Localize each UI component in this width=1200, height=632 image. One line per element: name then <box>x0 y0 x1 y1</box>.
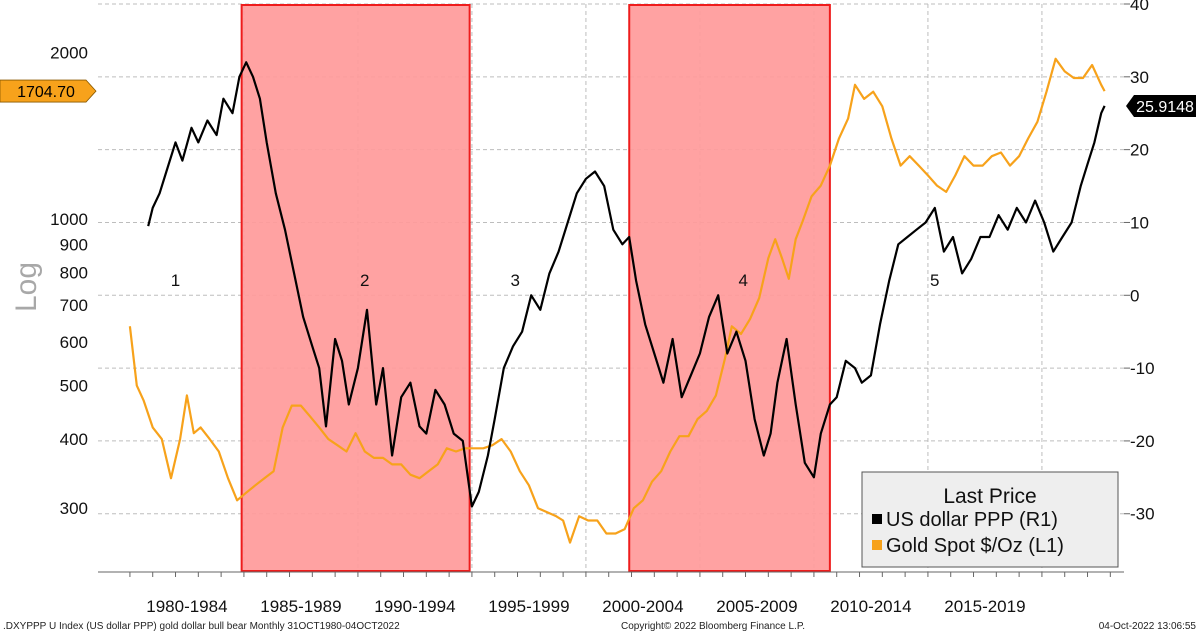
footer-right: 04-Oct-2022 13:06:55 <box>1099 621 1197 632</box>
usd-last-price: 25.9148 <box>1136 99 1194 116</box>
legend-item-gold: Gold Spot $/Oz (L1) <box>886 535 1064 557</box>
gold-spot-line <box>128 57 1106 544</box>
left-tick-label: 300 <box>60 499 88 518</box>
right-tick-label: 40 <box>1130 0 1149 14</box>
left-tick-label: 700 <box>60 296 88 315</box>
footer-center: Copyright© 2022 Bloomberg Finance L.P. <box>621 621 805 632</box>
legend-swatch-usd <box>872 514 882 524</box>
left-tick-label: 500 <box>60 377 88 396</box>
right-tick-label: 10 <box>1130 213 1149 232</box>
footer-left: .DXYPPP U Index (US dollar PPP) gold dol… <box>3 621 400 632</box>
left-tick-label: 900 <box>60 235 88 254</box>
phase-label-4: 4 <box>739 271 748 290</box>
x-tick-label: 1990-1994 <box>374 597 455 616</box>
phase-label-5: 5 <box>930 271 939 290</box>
x-tick-label: 2010-2014 <box>830 597 911 616</box>
left-tick-label: 800 <box>60 264 88 283</box>
x-tick-label: 2015-2019 <box>944 597 1025 616</box>
left-tick-label: 1000 <box>50 210 88 229</box>
right-tick-label: 20 <box>1130 141 1149 160</box>
right-tick-label: -30 <box>1130 505 1155 524</box>
left-tick-label: 600 <box>60 333 88 352</box>
phase-label-3: 3 <box>511 271 520 290</box>
phase-label-1: 1 <box>171 271 180 290</box>
x-tick-label: 2000-2004 <box>602 597 683 616</box>
x-tick-label: 2005-2009 <box>716 597 797 616</box>
right-tick-label: -10 <box>1130 359 1155 378</box>
right-tick-label: 0 <box>1130 286 1139 305</box>
legend-swatch-gold <box>872 540 882 550</box>
legend-box <box>861 471 1119 568</box>
y-axis-label: Log <box>10 262 43 312</box>
left-tick-label: 400 <box>60 430 88 449</box>
chart-labels: Log 1 2 3 4 5 1704.70 25.9148 <box>0 79 1196 312</box>
right-tick-label: -20 <box>1130 432 1155 451</box>
usd-last-price-tag <box>1126 94 1196 117</box>
gold-last-price: 1704.70 <box>17 84 75 101</box>
shaded-period-1 <box>240 4 471 572</box>
right-tick-label: 30 <box>1130 68 1149 87</box>
gold-last-price-tag <box>0 79 97 103</box>
us-dollar-ppp-line <box>147 61 1106 508</box>
left-tick-label: 2000 <box>50 44 88 63</box>
phase-label-2: 2 <box>360 271 369 290</box>
x-tick-label: 1980-1984 <box>146 597 227 616</box>
legend-item-usd: US dollar PPP (R1) <box>886 509 1058 531</box>
legend-title: Last Price <box>943 485 1036 508</box>
x-tick-label: 1995-1999 <box>488 597 569 616</box>
x-tick-label: 1985-1989 <box>260 597 341 616</box>
footer: .DXYPPP U Index (US dollar PPP) gold dol… <box>3 621 1196 632</box>
shaded-periods <box>240 4 831 572</box>
axes: 1980-1984 1985-1989 1990-1994 1995-1999 2000… <box>50 0 1154 616</box>
shaded-period-2 <box>628 4 831 572</box>
series-lines <box>128 57 1106 544</box>
